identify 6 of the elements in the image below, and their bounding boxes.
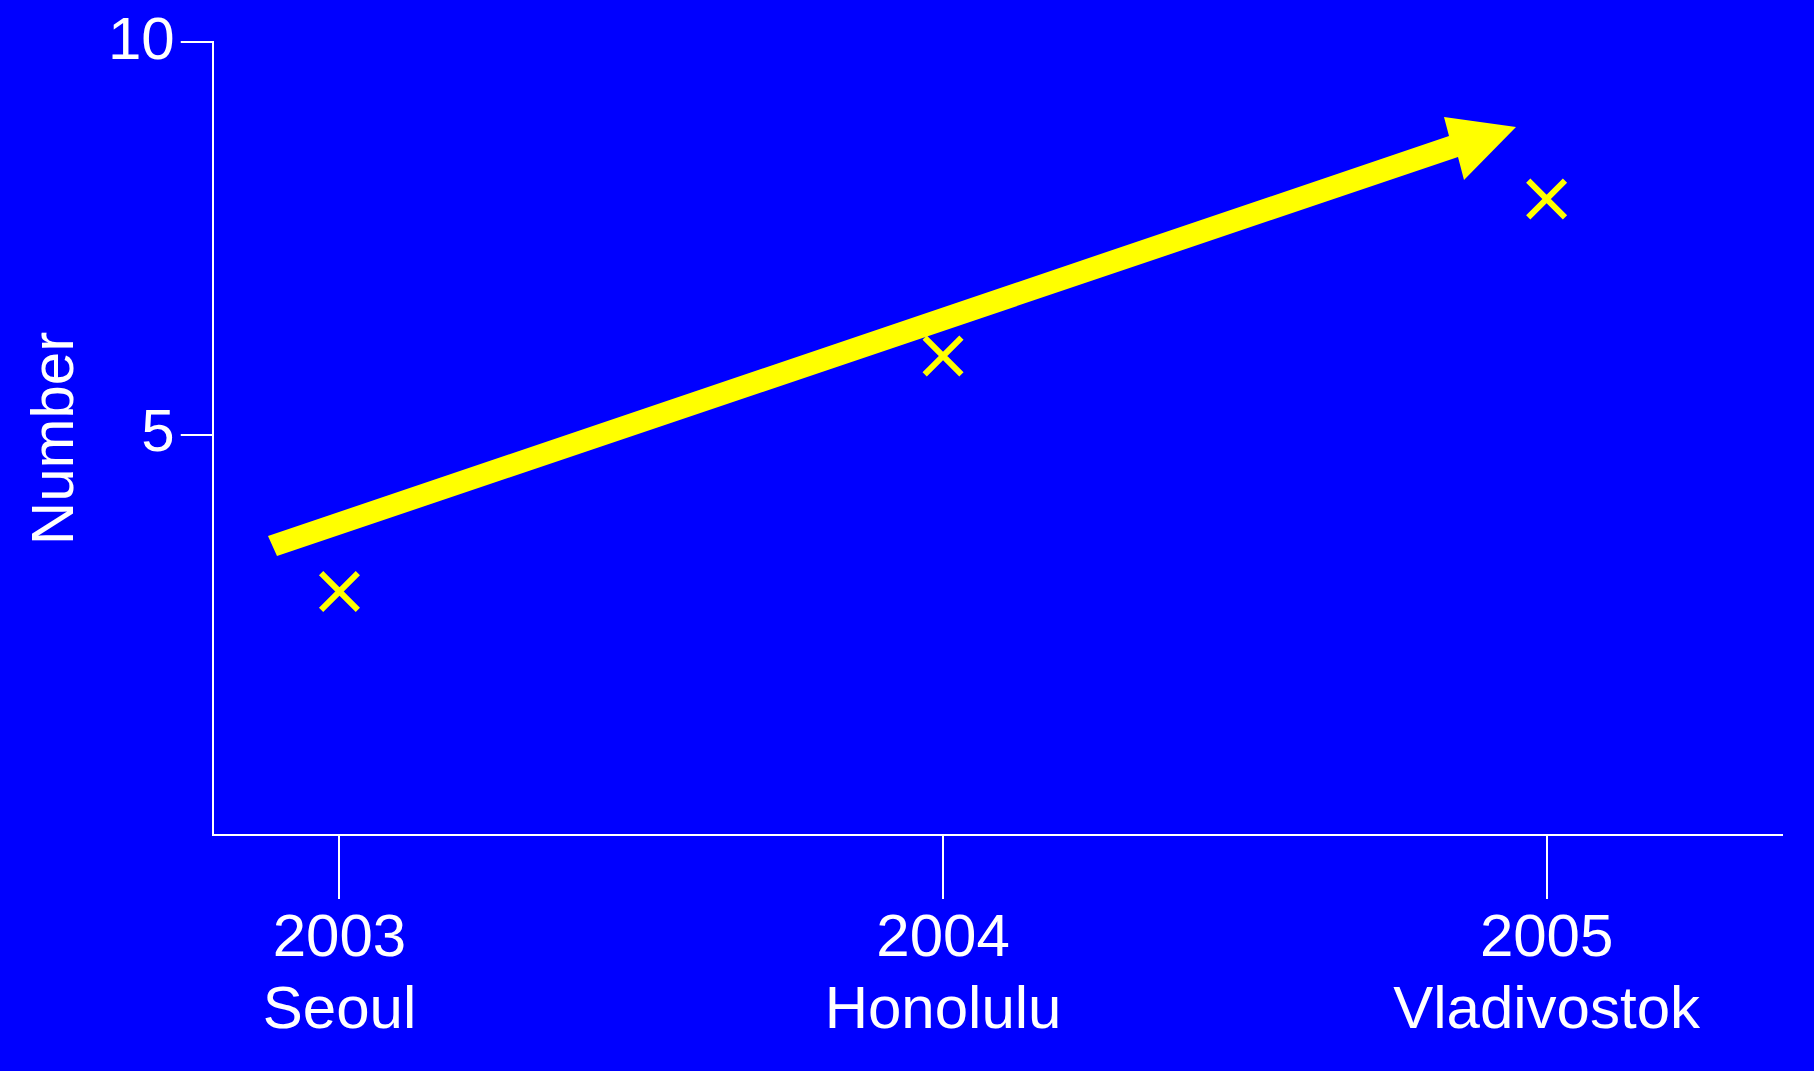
y-tick-label: 10 [107, 4, 175, 72]
y-axis-title: Number [18, 331, 86, 546]
x-tick-label: 2003 Seoul [262, 901, 417, 1041]
y-tick-label: 5 [141, 397, 175, 465]
x-tick-label: 2005 Vladivostok [1393, 901, 1702, 1041]
x-tick-label: 2004 Honolulu [824, 901, 1062, 1041]
